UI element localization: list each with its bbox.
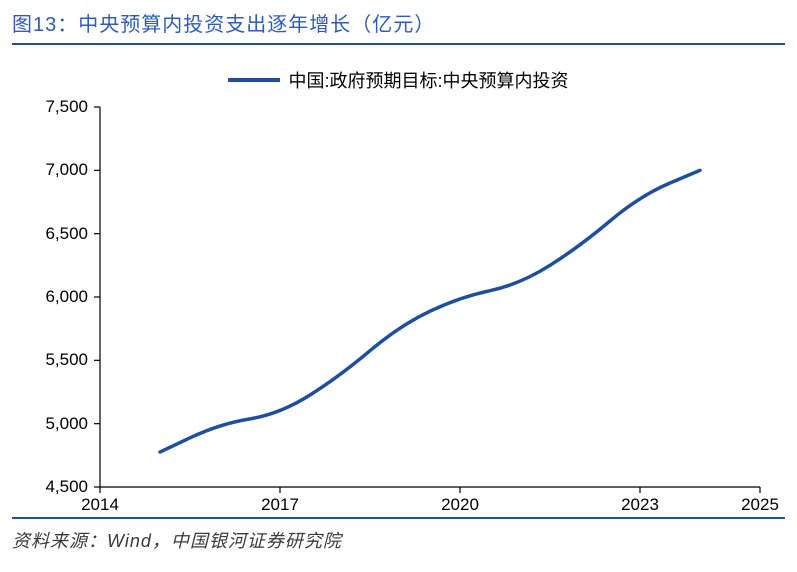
y-tick-label: 6,500 [45,224,88,244]
legend-line-swatch [228,78,280,82]
legend-item: 中国:政府预期目标:中央预算内投资 [228,67,568,93]
chart-area: 中国:政府预期目标:中央预算内投资 4,500 5,000 5,500 6,000 6,… [12,49,785,519]
x-tick-label: 2020 [441,495,479,515]
x-tick-label: 2025 [741,495,779,515]
chart-title: 图13：中央预算内投资支出逐年增长（亿元） [12,8,785,37]
title-section: 图13：中央预算内投资支出逐年增长（亿元） [12,8,785,45]
source-text: 资料来源：Wind，中国银河证券研究院 [12,519,785,553]
plot-container [100,107,760,487]
y-tick-label: 7,500 [45,97,88,117]
y-tick-label: 5,000 [45,414,88,434]
x-tick-label: 2023 [621,495,659,515]
y-tick-label: 6,000 [45,287,88,307]
y-axis-labels: 4,5005,0005,5006,0006,5007,0007,500 [12,107,94,487]
y-tick-label: 7,000 [45,160,88,180]
line-chart-svg [100,107,760,493]
legend-label: 中国:政府预期目标:中央预算内投资 [288,67,568,93]
x-tick-label: 2014 [81,495,119,515]
x-tick-label: 2017 [261,495,299,515]
y-tick-label: 4,500 [45,477,88,497]
legend: 中国:政府预期目标:中央预算内投资 [12,49,785,99]
y-tick-label: 5,500 [45,350,88,370]
